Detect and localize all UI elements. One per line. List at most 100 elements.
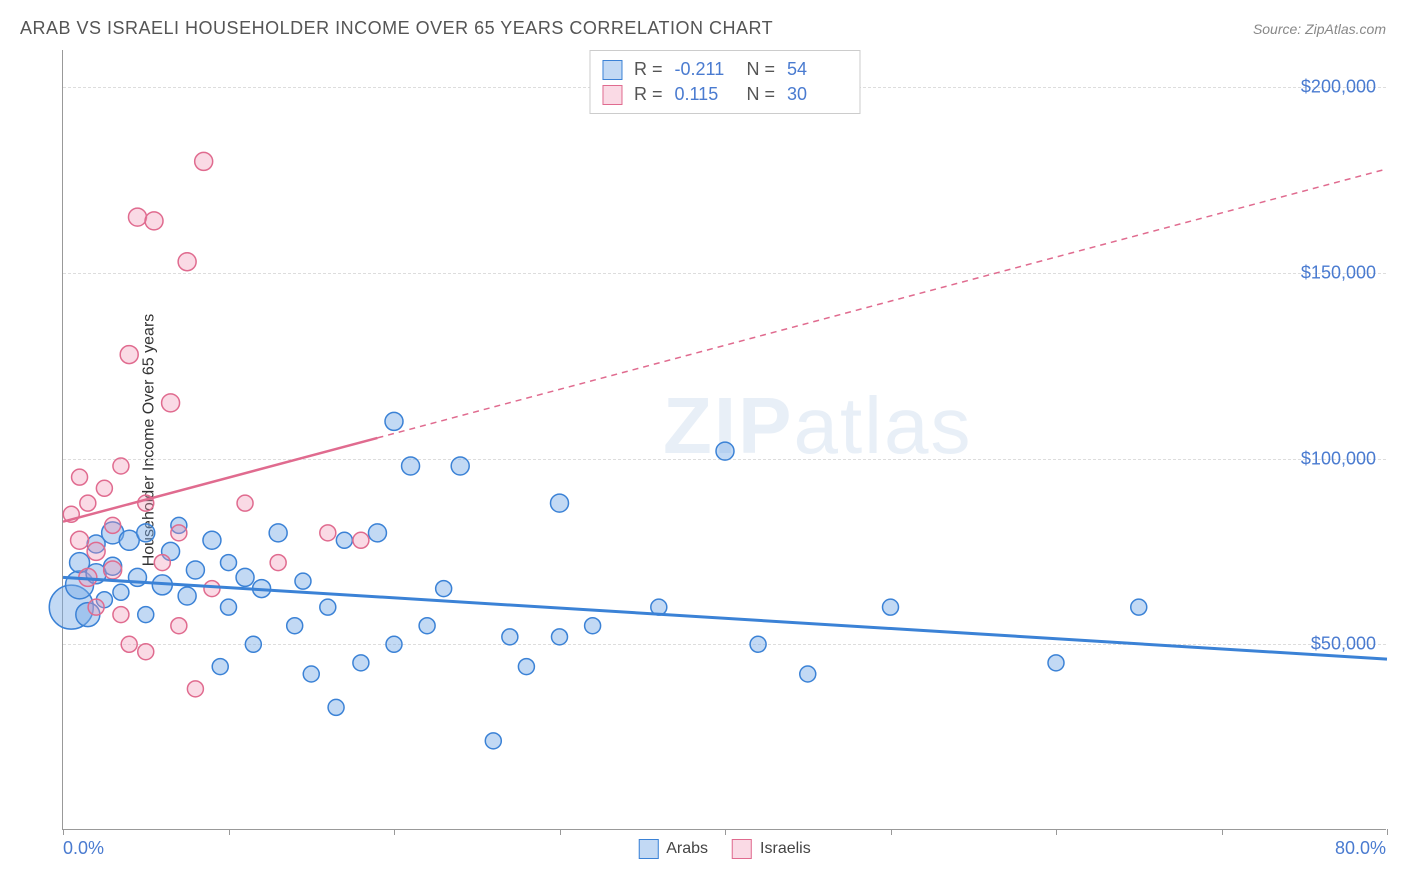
data-point bbox=[221, 555, 237, 571]
x-tick bbox=[1222, 829, 1223, 835]
data-point bbox=[113, 584, 129, 600]
data-point bbox=[88, 599, 104, 615]
data-point bbox=[203, 531, 221, 549]
series-legend: Arabs Israelis bbox=[638, 839, 810, 859]
r-value-arabs: -0.211 bbox=[675, 59, 735, 80]
data-point bbox=[186, 561, 204, 579]
data-point bbox=[800, 666, 816, 682]
data-point bbox=[552, 629, 568, 645]
data-point bbox=[386, 636, 402, 652]
data-point bbox=[237, 495, 253, 511]
data-point bbox=[1131, 599, 1147, 615]
data-point bbox=[245, 636, 261, 652]
source-attribution: Source: ZipAtlas.com bbox=[1253, 21, 1386, 37]
x-tick bbox=[560, 829, 561, 835]
data-point bbox=[154, 555, 170, 571]
chart-plot-area: Householder Income Over 65 years $50,000… bbox=[62, 50, 1386, 830]
data-point bbox=[171, 618, 187, 634]
data-point bbox=[585, 618, 601, 634]
data-point bbox=[72, 469, 88, 485]
data-point bbox=[137, 524, 155, 542]
data-point bbox=[162, 394, 180, 412]
swatch-israelis bbox=[602, 85, 622, 105]
data-point bbox=[105, 517, 121, 533]
data-point bbox=[236, 568, 254, 586]
data-point bbox=[195, 152, 213, 170]
legend-item-arabs: Arabs bbox=[638, 839, 708, 859]
r-value-israelis: 0.115 bbox=[675, 84, 735, 105]
legend-item-israelis: Israelis bbox=[732, 839, 811, 859]
data-point bbox=[71, 531, 89, 549]
data-point bbox=[187, 681, 203, 697]
x-tick bbox=[394, 829, 395, 835]
stats-row-israelis: R = 0.115 N = 30 bbox=[602, 82, 847, 107]
x-tick bbox=[1387, 829, 1388, 835]
trendline bbox=[63, 438, 377, 522]
stats-legend: R = -0.211 N = 54 R = 0.115 N = 30 bbox=[589, 50, 860, 114]
r-label: R = bbox=[634, 84, 663, 105]
data-point bbox=[138, 607, 154, 623]
trendline bbox=[377, 169, 1387, 438]
x-tick bbox=[891, 829, 892, 835]
data-point bbox=[336, 532, 352, 548]
scatter-plot-svg bbox=[63, 50, 1386, 829]
data-point bbox=[128, 208, 146, 226]
data-point bbox=[113, 458, 129, 474]
data-point bbox=[80, 495, 96, 511]
data-point bbox=[353, 655, 369, 671]
legend-swatch-israelis bbox=[732, 839, 752, 859]
data-point bbox=[436, 581, 452, 597]
x-tick bbox=[229, 829, 230, 835]
data-point bbox=[270, 555, 286, 571]
data-point bbox=[750, 636, 766, 652]
data-point bbox=[1048, 655, 1064, 671]
data-point bbox=[303, 666, 319, 682]
data-point bbox=[295, 573, 311, 589]
data-point bbox=[87, 542, 105, 560]
data-point bbox=[96, 480, 112, 496]
data-point bbox=[716, 442, 734, 460]
swatch-arabs bbox=[602, 60, 622, 80]
data-point bbox=[451, 457, 469, 475]
data-point bbox=[204, 581, 220, 597]
x-tick bbox=[725, 829, 726, 835]
data-point bbox=[138, 644, 154, 660]
data-point bbox=[502, 629, 518, 645]
data-point bbox=[551, 494, 569, 512]
data-point bbox=[320, 525, 336, 541]
source-prefix: Source: bbox=[1253, 21, 1305, 37]
legend-swatch-arabs bbox=[638, 839, 658, 859]
stats-row-arabs: R = -0.211 N = 54 bbox=[602, 57, 847, 82]
legend-label-arabs: Arabs bbox=[666, 840, 708, 858]
data-point bbox=[113, 607, 129, 623]
data-point bbox=[145, 212, 163, 230]
data-point bbox=[402, 457, 420, 475]
data-point bbox=[120, 346, 138, 364]
data-point bbox=[328, 699, 344, 715]
source-name: ZipAtlas.com bbox=[1305, 21, 1386, 37]
x-tick bbox=[63, 829, 64, 835]
data-point bbox=[353, 532, 369, 548]
data-point bbox=[269, 524, 287, 542]
n-label: N = bbox=[747, 84, 776, 105]
data-point bbox=[121, 636, 137, 652]
x-tick bbox=[1056, 829, 1057, 835]
legend-label-israelis: Israelis bbox=[760, 840, 811, 858]
data-point bbox=[287, 618, 303, 634]
data-point bbox=[883, 599, 899, 615]
x-axis-min-label: 0.0% bbox=[63, 838, 104, 859]
data-point bbox=[485, 733, 501, 749]
data-point bbox=[368, 524, 386, 542]
n-label: N = bbox=[747, 59, 776, 80]
data-point bbox=[104, 561, 122, 579]
chart-title: ARAB VS ISRAELI HOUSEHOLDER INCOME OVER … bbox=[20, 18, 773, 39]
n-value-israelis: 30 bbox=[787, 84, 847, 105]
data-point bbox=[320, 599, 336, 615]
n-value-arabs: 54 bbox=[787, 59, 847, 80]
data-point bbox=[419, 618, 435, 634]
data-point bbox=[518, 659, 534, 675]
data-point bbox=[385, 412, 403, 430]
r-label: R = bbox=[634, 59, 663, 80]
data-point bbox=[178, 253, 196, 271]
x-axis-max-label: 80.0% bbox=[1335, 838, 1386, 859]
